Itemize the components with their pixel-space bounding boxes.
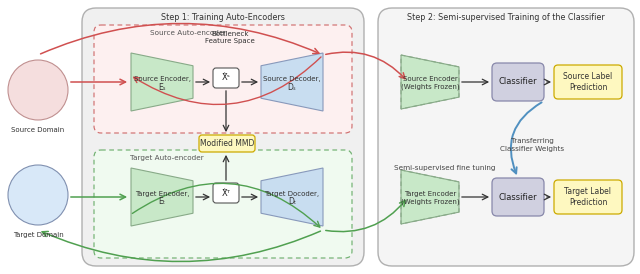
Polygon shape — [401, 55, 459, 109]
Text: Source Decoder,: Source Decoder, — [263, 76, 321, 82]
FancyBboxPatch shape — [213, 68, 239, 88]
Text: Modified MMD: Modified MMD — [200, 139, 254, 148]
Text: Classifier: Classifier — [499, 78, 538, 87]
Text: Step 1: Training Auto-Encoders: Step 1: Training Auto-Encoders — [161, 13, 285, 21]
Text: Target Encoder,: Target Encoder, — [135, 191, 189, 197]
Circle shape — [8, 60, 68, 120]
FancyBboxPatch shape — [378, 8, 634, 266]
Text: X̂ᵀ: X̂ᵀ — [221, 189, 230, 198]
Circle shape — [8, 165, 68, 225]
FancyBboxPatch shape — [94, 25, 352, 133]
Text: Eₜ: Eₜ — [159, 198, 166, 207]
Text: Target Encoder: Target Encoder — [404, 191, 456, 197]
FancyBboxPatch shape — [199, 135, 255, 152]
Polygon shape — [131, 53, 193, 111]
Text: Source Encoder: Source Encoder — [403, 76, 458, 82]
FancyBboxPatch shape — [82, 8, 364, 266]
FancyBboxPatch shape — [94, 150, 352, 258]
Text: Target Label
Prediction: Target Label Prediction — [564, 187, 611, 207]
Polygon shape — [261, 168, 323, 226]
Text: Step 2: Semi-supervised Training of the Classifier: Step 2: Semi-supervised Training of the … — [407, 13, 605, 21]
Text: Target Domain: Target Domain — [13, 232, 63, 238]
Text: Transferring
Classifier Weights: Transferring Classifier Weights — [500, 138, 564, 152]
Text: Bottleneck
Feature Space: Bottleneck Feature Space — [205, 32, 255, 44]
Text: Target Auto-encoder: Target Auto-encoder — [130, 155, 204, 161]
Text: X̂ˢ: X̂ˢ — [221, 73, 230, 82]
Text: Source Domain: Source Domain — [12, 127, 65, 133]
Text: (Weights Frozen): (Weights Frozen) — [401, 84, 460, 90]
FancyBboxPatch shape — [492, 178, 544, 216]
Polygon shape — [131, 168, 193, 226]
Text: Eₛ: Eₛ — [158, 82, 166, 92]
Text: Source Auto-encoder: Source Auto-encoder — [150, 30, 227, 36]
Text: Dₛ: Dₛ — [287, 82, 296, 92]
Text: Source Encoder,: Source Encoder, — [134, 76, 191, 82]
FancyBboxPatch shape — [554, 180, 622, 214]
FancyBboxPatch shape — [213, 183, 239, 203]
Polygon shape — [261, 53, 323, 111]
FancyBboxPatch shape — [554, 65, 622, 99]
Text: (Weights Frozen): (Weights Frozen) — [401, 199, 460, 205]
Polygon shape — [401, 170, 459, 224]
Text: Source Label
Prediction: Source Label Prediction — [563, 72, 612, 92]
Text: Classifier: Classifier — [499, 193, 538, 201]
Text: Dₜ: Dₜ — [288, 198, 296, 207]
Text: Semi-supervised fine tuning: Semi-supervised fine tuning — [394, 165, 495, 171]
Text: Target Docoder,: Target Docoder, — [264, 191, 319, 197]
FancyBboxPatch shape — [492, 63, 544, 101]
